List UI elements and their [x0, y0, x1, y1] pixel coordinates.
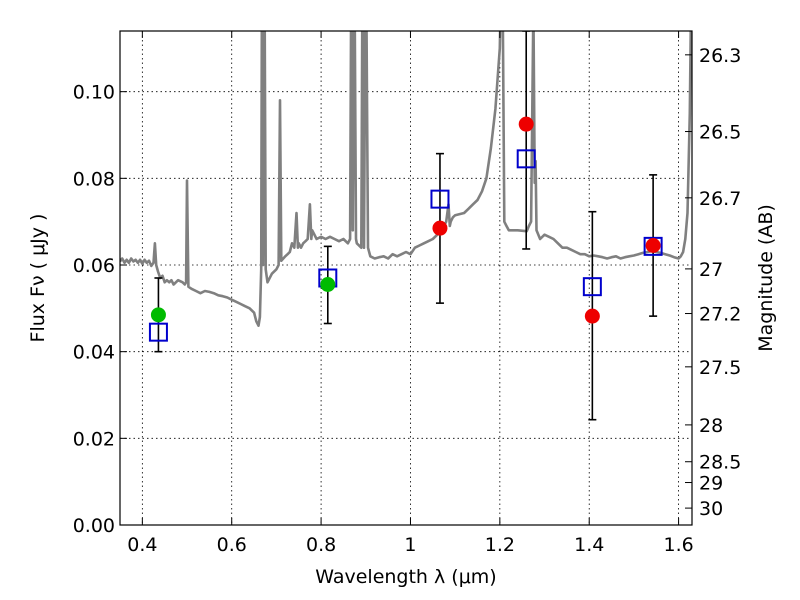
model-spectrum	[120, 31, 692, 327]
observed-point	[150, 307, 166, 323]
observed-points	[150, 116, 661, 324]
x-ticks: 0.4 0.6 0.8 1 1.2 1.4 1.6	[127, 31, 694, 556]
y2-tick-label: 26.3	[699, 45, 741, 67]
y2-tick-label: 30	[699, 498, 723, 520]
observed-point	[518, 116, 534, 132]
x-tick-label: 0.6	[217, 534, 247, 556]
y-tick-label: 0.02	[73, 428, 115, 450]
x-axis-label: Wavelength λ (μm)	[315, 566, 496, 588]
model-band-square	[582, 277, 602, 297]
y2-ticks: 26.3 26.5 26.7 27 27.2 27.5 28 28.529 30	[685, 45, 741, 520]
y-tick-label: 0.08	[73, 168, 115, 190]
y-tick-label: 0.10	[73, 82, 115, 104]
y2-tick-label: 28	[699, 415, 723, 437]
x-tick-label: 1	[404, 534, 416, 556]
y-tick-label: 0.00	[73, 515, 115, 537]
x-tick-label: 1.2	[485, 534, 515, 556]
observed-point	[432, 220, 448, 236]
y2-tick-label: 29	[699, 473, 723, 495]
y2-tick-label: 28.5	[699, 452, 741, 474]
model-band-square	[643, 236, 663, 256]
y-tick-label: 0.04	[73, 342, 115, 364]
x-tick-label: 0.8	[306, 534, 336, 556]
y2-axis-label: Magnitude (AB)	[755, 204, 777, 352]
observed-point	[320, 277, 336, 292]
y2-tick-label: 26.5	[699, 122, 741, 144]
model-band-square	[430, 189, 450, 209]
y2-tick-label: 27.2	[699, 304, 741, 326]
y2-tick-label: 27.5	[699, 357, 741, 379]
x-tick-label: 1.6	[663, 534, 693, 556]
y-ticks: 0.00 0.02 0.04 0.06 0.08 0.10	[73, 82, 127, 537]
y2-tick-label: 26.7	[699, 188, 741, 210]
x-tick-label: 1.4	[574, 534, 604, 556]
y-tick-label: 0.06	[73, 255, 115, 277]
model-band-squares	[148, 149, 663, 342]
grid	[120, 31, 692, 525]
observed-point	[584, 308, 600, 324]
model-band-square	[516, 149, 536, 169]
observed-point	[645, 238, 661, 253]
x-tick-label: 0.4	[127, 534, 157, 556]
plot-frame	[119, 30, 693, 526]
y2-tick-label: 27	[699, 259, 723, 281]
y-axis-label: Flux Fν ( μJy )	[27, 214, 49, 343]
spectrum-line	[120, 31, 692, 327]
model-band-square	[148, 322, 168, 342]
